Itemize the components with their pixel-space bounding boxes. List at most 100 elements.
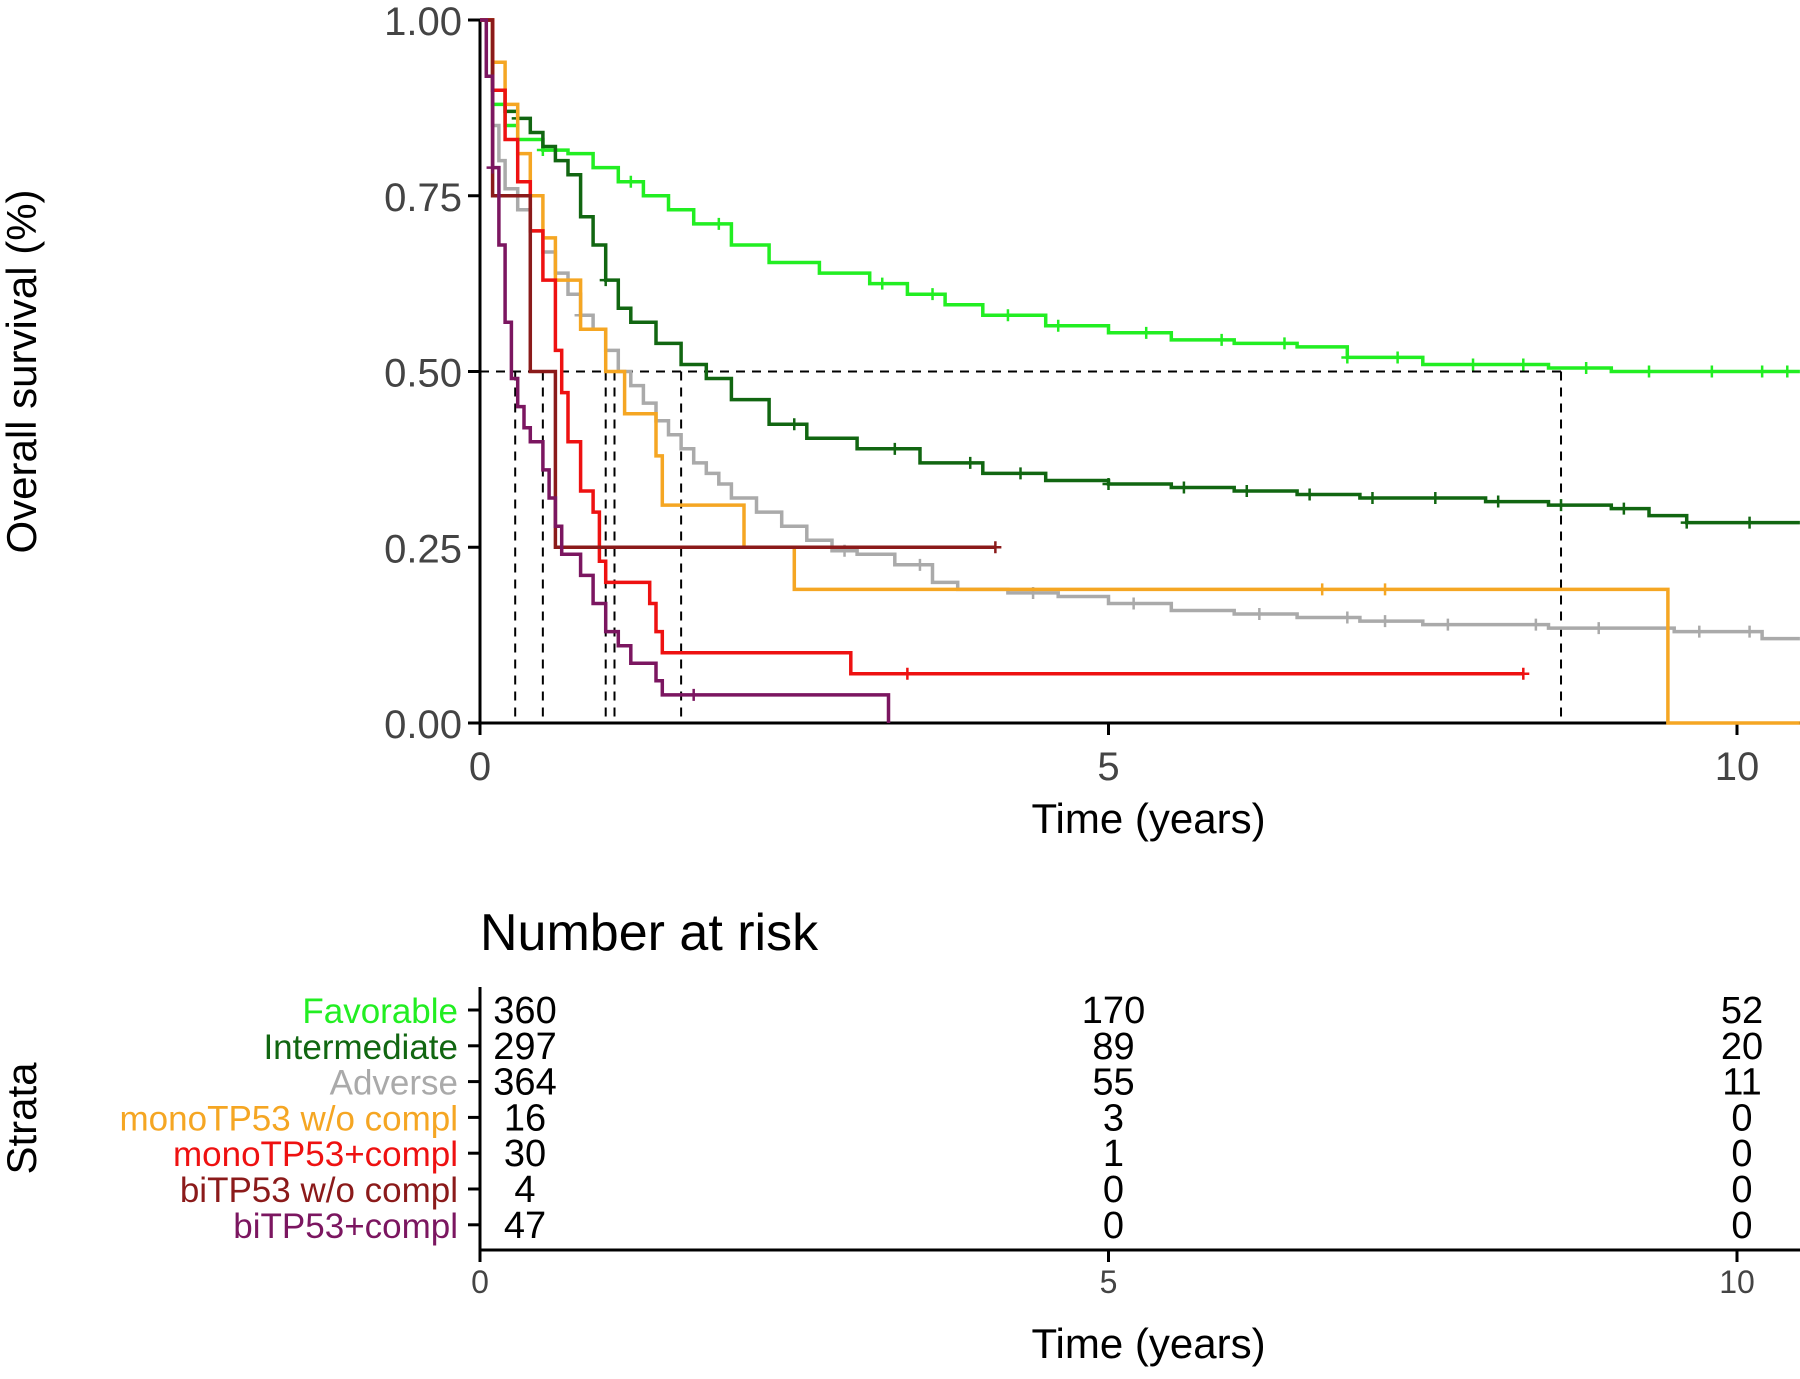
censor-mark <box>1177 481 1190 494</box>
x-tick-label: 0 <box>469 745 491 789</box>
censor-mark <box>1303 488 1316 501</box>
censor-mark <box>1592 622 1605 635</box>
censor-mark <box>1693 625 1706 638</box>
risk-value: 0 <box>1731 1097 1752 1139</box>
censor-mark <box>1379 583 1392 596</box>
censor-mark <box>1366 492 1379 505</box>
x-axis-title: Time (years) <box>1031 795 1265 842</box>
risk-value: 364 <box>493 1062 556 1104</box>
risk-value: 89 <box>1092 1026 1134 1068</box>
risk-value: 4 <box>514 1169 535 1211</box>
censor-mark <box>1529 618 1542 631</box>
censor-mark <box>1580 361 1593 374</box>
censor-mark <box>1140 326 1153 339</box>
y-tick-label: 0.00 <box>384 703 462 747</box>
censor-mark <box>1215 333 1228 346</box>
y-tick-label: 0.75 <box>384 176 462 220</box>
censor-mark <box>1705 365 1718 378</box>
risk-value: 47 <box>504 1205 546 1247</box>
censor-mark <box>1379 615 1392 628</box>
survival-curve <box>480 18 1800 374</box>
censor-mark <box>1441 618 1454 631</box>
x-tick-label: 5 <box>1097 745 1119 789</box>
y-tick-label: 0.50 <box>384 352 462 396</box>
risk-x-tick-label: 0 <box>471 1264 489 1300</box>
censor-mark <box>599 274 612 287</box>
censor-mark <box>913 558 926 571</box>
censor-mark <box>1517 667 1530 680</box>
survival-curve <box>480 18 1800 641</box>
risk-value: 170 <box>1082 990 1145 1032</box>
risk-value: 30 <box>504 1133 546 1175</box>
censor-mark <box>876 277 889 290</box>
censor-mark <box>1781 365 1794 378</box>
survival-curve <box>480 18 891 723</box>
risk-table-y-axis-title: Strata <box>0 1062 45 1175</box>
risk-table-x-axis-title: Time (years) <box>1031 1320 1265 1367</box>
risk-row-label: Favorable <box>302 992 458 1031</box>
survival-curve <box>480 18 1524 676</box>
y-tick-label: 1.00 <box>384 0 462 44</box>
censor-mark <box>624 175 637 188</box>
censor-mark <box>1429 492 1442 505</box>
censor-mark <box>1391 351 1404 364</box>
risk-value: 0 <box>1103 1205 1124 1247</box>
censor-mark <box>1240 485 1253 498</box>
censor-mark <box>1052 319 1065 332</box>
censor-mark <box>1743 516 1756 529</box>
risk-value: 16 <box>504 1097 546 1139</box>
risk-row-label: biTP53+compl <box>233 1207 458 1246</box>
survival-curve <box>480 18 1800 525</box>
censor-mark <box>1014 467 1027 480</box>
risk-row-label: Adverse <box>330 1064 458 1103</box>
censor-mark <box>1643 365 1656 378</box>
risk-value: 20 <box>1721 1026 1763 1068</box>
risk-value: 55 <box>1092 1062 1134 1104</box>
censor-mark <box>1756 365 1769 378</box>
risk-value: 0 <box>1731 1205 1752 1247</box>
risk-value: 0 <box>1731 1169 1752 1211</box>
risk-value: 11 <box>1722 1062 1761 1104</box>
censor-mark <box>1341 351 1354 364</box>
risk-row-label: Intermediate <box>263 1028 458 1067</box>
censor-mark <box>1102 477 1115 490</box>
censor-mark <box>1127 597 1140 610</box>
y-tick-label: 0.25 <box>384 527 462 571</box>
risk-x-tick-label: 5 <box>1100 1264 1118 1300</box>
censor-mark <box>888 442 901 455</box>
censor-mark <box>901 667 914 680</box>
censor-mark <box>1680 516 1693 529</box>
censor-mark <box>1341 611 1354 624</box>
censor-mark <box>1001 309 1014 322</box>
censor-mark <box>486 161 499 174</box>
censor-mark <box>1278 337 1291 350</box>
risk-value: 0 <box>1103 1169 1124 1211</box>
censor-mark <box>1517 358 1530 371</box>
risk-table-title: Number at risk <box>480 904 819 962</box>
risk-x-tick-label: 10 <box>1719 1264 1755 1300</box>
risk-row-label: monoTP53 w/o compl <box>120 1099 458 1138</box>
survival-curve <box>480 18 996 550</box>
risk-row-label: monoTP53+compl <box>173 1135 458 1174</box>
x-tick-label: 10 <box>1715 745 1760 789</box>
censor-mark <box>1467 358 1480 371</box>
censor-mark <box>1316 583 1329 596</box>
censor-mark <box>1492 495 1505 508</box>
censor-mark <box>1253 608 1266 621</box>
risk-value: 0 <box>1731 1133 1752 1175</box>
risk-value: 52 <box>1721 990 1763 1032</box>
censor-mark <box>1555 499 1568 512</box>
censor-mark <box>687 688 700 701</box>
censor-mark <box>712 217 725 230</box>
risk-value: 3 <box>1103 1097 1124 1139</box>
risk-value: 360 <box>493 990 556 1032</box>
y-axis-title: Overall survival (%) <box>0 189 45 553</box>
censor-mark <box>964 456 977 469</box>
censor-mark <box>788 418 801 431</box>
censor-mark <box>926 288 939 301</box>
risk-value: 1 <box>1103 1133 1124 1175</box>
risk-row-label: biTP53 w/o compl <box>180 1171 458 1210</box>
censor-mark <box>989 541 1002 554</box>
